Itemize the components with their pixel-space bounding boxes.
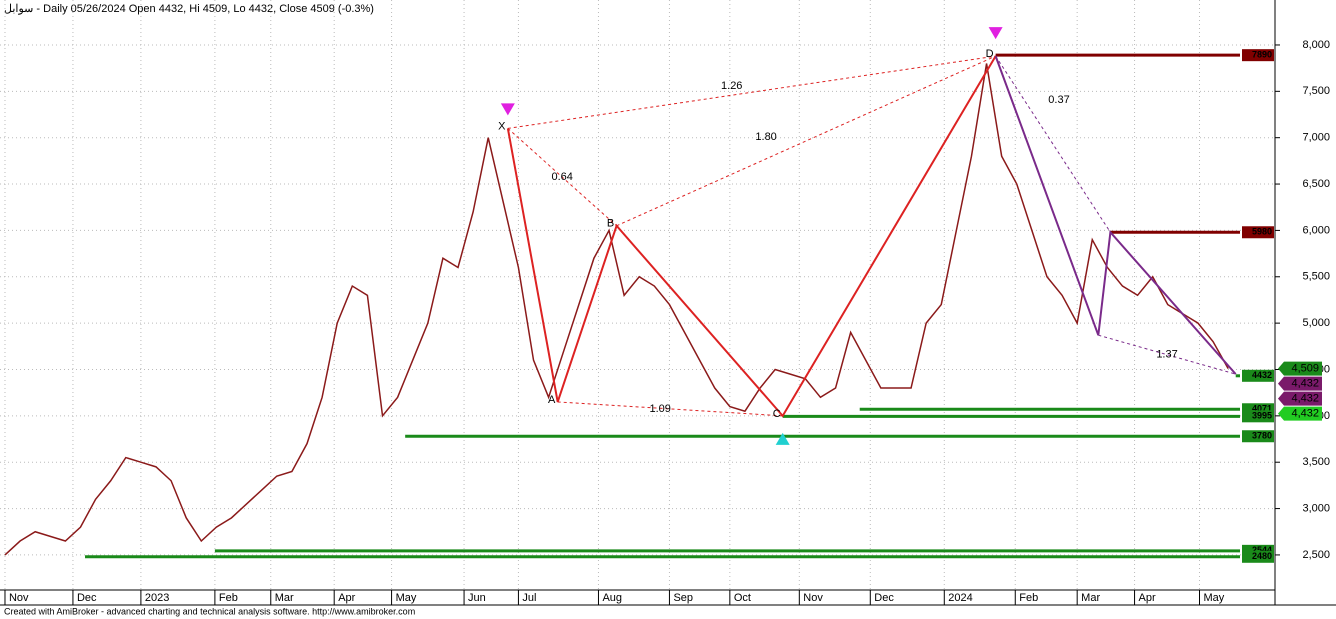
y-tick-label: 7,500: [1302, 85, 1330, 97]
x-tick-label: Aug: [602, 592, 622, 604]
x-tick-label: Apr: [338, 592, 355, 604]
ratio-label: 1.26: [721, 80, 742, 92]
level-label: 2544: [1252, 545, 1272, 555]
ratio-line: [507, 128, 617, 227]
x-tick-label: Jul: [522, 592, 536, 604]
pivot-marker: [500, 103, 515, 116]
level-tag: [1242, 226, 1274, 239]
pattern-point-label: A: [548, 394, 556, 406]
ratio-label: 0.37: [1048, 94, 1069, 106]
pivot-marker: [775, 432, 790, 445]
x-tick-label: May: [1203, 592, 1224, 604]
price-tag-label: 4,432: [1291, 408, 1319, 420]
y-tick-label: 6,000: [1302, 224, 1330, 236]
x-tick-label: Feb: [219, 592, 238, 604]
level-tag: [1242, 49, 1274, 62]
ratio-line: [557, 401, 783, 417]
price-tag: [1278, 391, 1322, 406]
price-tag-label: 4,509: [1291, 363, 1319, 375]
y-tick-label: 3,000: [1302, 502, 1330, 514]
price-line: [4, 63, 1229, 556]
level-label: 4432: [1252, 370, 1272, 380]
x-tick-label: Nov: [803, 592, 823, 604]
y-tick-label: 5,000: [1302, 317, 1330, 329]
x-tick-label: 2024: [948, 592, 972, 604]
y-tick-label: 3,500: [1302, 456, 1330, 468]
chart-title: سوابل - Daily 05/26/2024 Open 4432, Hi 4…: [4, 3, 374, 15]
level-label: 7890: [1252, 50, 1272, 60]
pivot-marker: [988, 27, 1003, 40]
x-tick-label: Mar: [275, 592, 294, 604]
level-tag: [1242, 410, 1274, 423]
level-tag: [1242, 550, 1274, 563]
price-tag: [1278, 406, 1322, 421]
level-label: 3780: [1252, 431, 1272, 441]
x-tick-label: 2023: [145, 592, 169, 604]
ratio-label: 1.09: [649, 403, 670, 415]
level-label: 5980: [1252, 227, 1272, 237]
level-tag: [1242, 369, 1274, 382]
ratio-label: 0.64: [552, 171, 573, 183]
y-tick-label: 8,000: [1302, 39, 1330, 51]
pattern-line: [994, 55, 1237, 375]
y-tick-label: 2,500: [1302, 549, 1330, 561]
x-tick-label: Apr: [1139, 592, 1156, 604]
price-tag-label: 4,432: [1291, 393, 1319, 405]
x-tick-label: Oct: [734, 592, 751, 604]
level-label: 2480: [1252, 551, 1272, 561]
pattern-point-label: X: [498, 120, 506, 132]
x-tick-label: Dec: [77, 592, 97, 604]
pattern-point-label: D: [986, 48, 994, 60]
ratio-line: [995, 55, 1111, 233]
x-tick-label: Nov: [9, 592, 29, 604]
x-tick-label: Jun: [468, 592, 486, 604]
x-tick-label: Dec: [874, 592, 894, 604]
ratio-label: 1.80: [755, 131, 776, 143]
price-tag: [1278, 361, 1322, 376]
level-label: 3995: [1252, 411, 1272, 421]
x-tick-label: Feb: [1019, 592, 1038, 604]
footer: Created with AmiBroker - advanced charti…: [4, 606, 415, 616]
y-tick-label: 5,500: [1302, 271, 1330, 283]
ratio-label: 1.37: [1156, 349, 1177, 361]
x-tick-label: Sep: [673, 592, 693, 604]
pattern-point-label: C: [773, 408, 781, 420]
x-tick-label: May: [396, 592, 417, 604]
level-tag: [1242, 430, 1274, 443]
price-tag: [1278, 376, 1322, 391]
y-tick-label: 6,500: [1302, 178, 1330, 190]
y-tick-label: 7,000: [1302, 132, 1330, 144]
pattern-point-label: B: [607, 218, 614, 230]
x-tick-label: Mar: [1081, 592, 1100, 604]
price-tag-label: 4,432: [1291, 378, 1319, 390]
ratio-line: [507, 55, 996, 129]
level-label: 4071: [1252, 404, 1272, 414]
